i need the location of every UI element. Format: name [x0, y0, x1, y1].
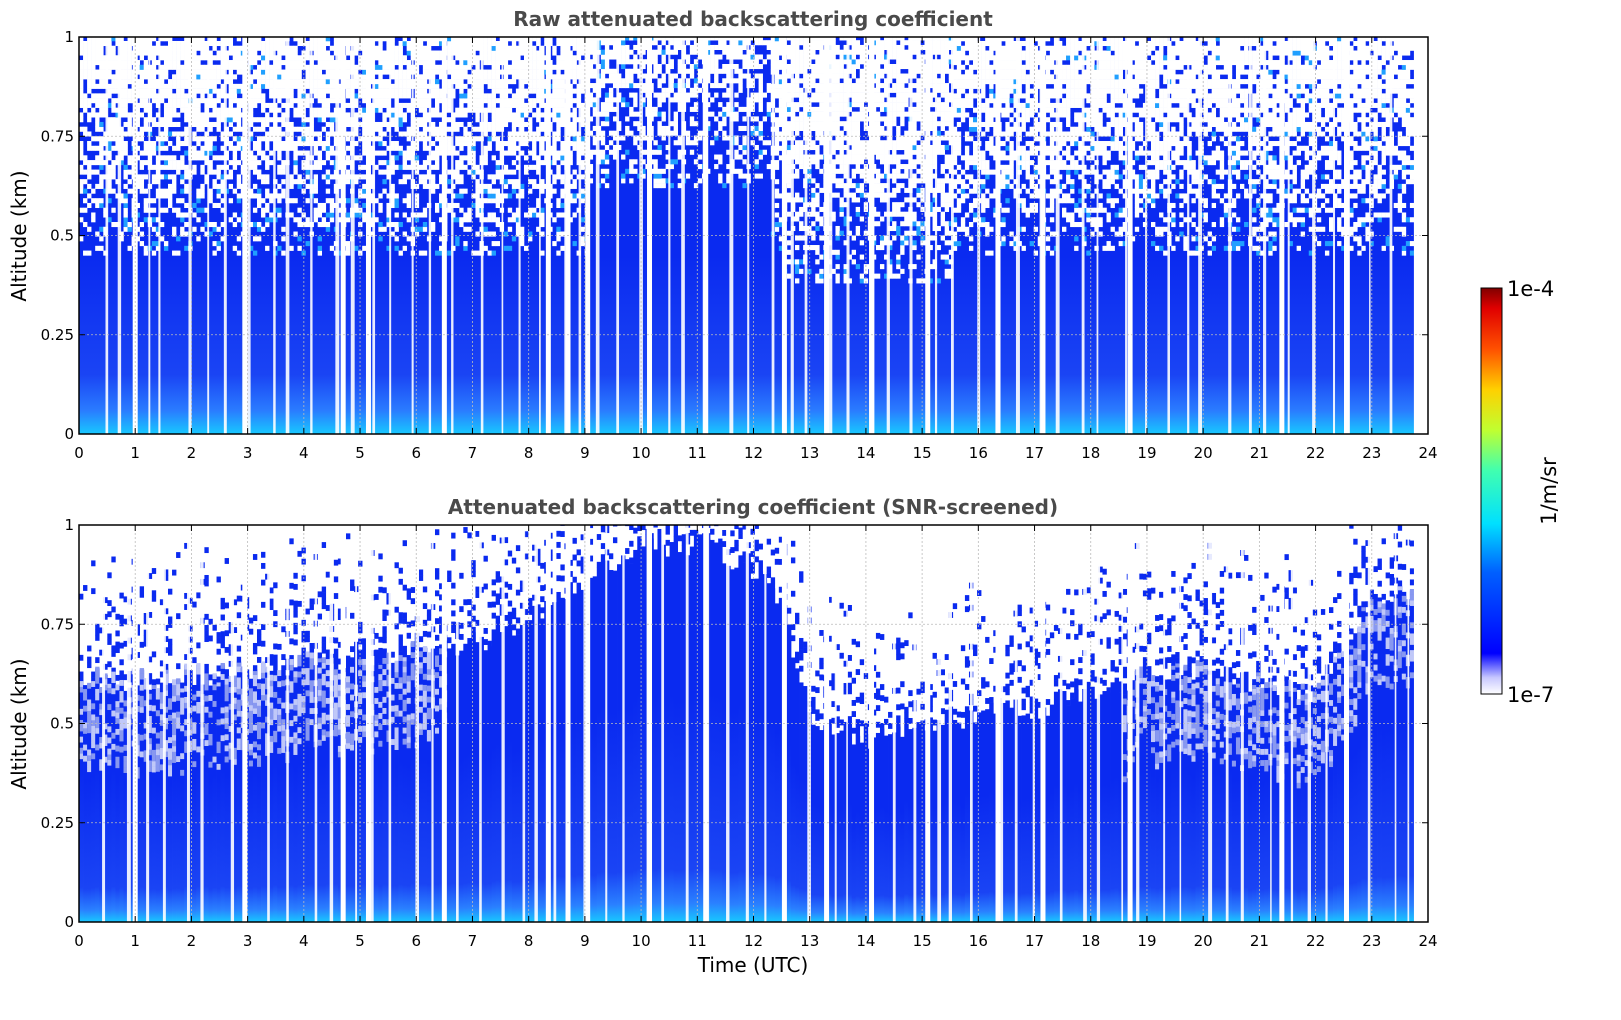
raw-x-tick-label: 18	[1081, 444, 1100, 462]
screened-y-tick-label: 0.5	[50, 715, 74, 733]
screened-x-tick-label: 1	[130, 932, 140, 950]
raw-x-axis: 0 1 2 3 4 5 6 7 8 9 10 11 12 13 14 15 16 17 18 19 20 21 22 23 24	[74, 37, 1438, 462]
raw-panel-title: Raw attenuated backscattering coefficien…	[513, 7, 993, 31]
screened-x-tick-label: 11	[688, 932, 707, 950]
raw-x-tick-label: 11	[688, 444, 707, 462]
raw-x-tick-label: 7	[468, 444, 478, 462]
screened-x-tick-label: 3	[243, 932, 253, 950]
raw-data-gap	[1040, 37, 1046, 434]
screened-x-tick-label: 21	[1250, 932, 1269, 950]
raw-x-tick-label: 1	[130, 444, 140, 462]
colorbar-max-label: 1e-4	[1507, 277, 1554, 301]
raw-x-tick-label: 19	[1137, 444, 1156, 462]
raw-y-axis: 0 0.25 0.5 0.75 1	[41, 28, 1428, 443]
raw-data-gap	[703, 37, 709, 434]
raw-x-tick-label: 5	[355, 444, 365, 462]
raw-x-tick-label: 8	[524, 444, 534, 462]
raw-x-tick-label: 0	[74, 444, 84, 462]
screened-x-tick-label: 13	[800, 932, 819, 950]
raw-y-axis-label: Altitude (km)	[7, 170, 31, 301]
raw-x-tick-label: 3	[243, 444, 253, 462]
screened-x-tick-label: 22	[1306, 932, 1325, 950]
screened-data-gap	[1127, 525, 1133, 922]
raw-grid	[79, 37, 1428, 434]
colorbar-unit-label: 1/m/sr	[1537, 457, 1561, 525]
raw-y-tick-label: 0.5	[50, 227, 74, 245]
screened-data-gap	[824, 525, 830, 922]
x-axis-label: Time (UTC)	[697, 953, 809, 977]
raw-x-tick-label: 12	[744, 444, 763, 462]
screened-x-tick-label: 12	[744, 932, 763, 950]
screened-y-axis-label: Altitude (km)	[7, 658, 31, 789]
screened-y-tick-label: 0.75	[41, 615, 74, 633]
screened-x-tick-label: 15	[913, 932, 932, 950]
screened-x-tick-label: 10	[632, 932, 651, 950]
screened-panel-title: Attenuated backscattering coefficient (S…	[448, 495, 1058, 519]
raw-x-tick-label: 13	[800, 444, 819, 462]
screened-x-tick-label: 6	[411, 932, 421, 950]
screened-backscatter-panel: Attenuated backscattering coefficient (S…	[7, 495, 1438, 977]
screened-x-tick-label: 5	[355, 932, 365, 950]
screened-x-tick-label: 20	[1194, 932, 1213, 950]
screened-grid	[79, 525, 1428, 922]
screened-data-gap	[1279, 525, 1285, 922]
raw-backscatter-panel: Raw attenuated backscattering coefficien…	[7, 7, 1438, 462]
screened-x-axis: 0 1 2 3 4 5 6 7 8 9 10 11 12 13 14 15 16 17 18 19 20 21 22 23 24	[74, 525, 1438, 950]
screened-x-tick-label: 14	[856, 932, 875, 950]
raw-x-tick-label: 20	[1194, 444, 1213, 462]
screened-x-tick-label: 23	[1362, 932, 1381, 950]
raw-x-tick-label: 17	[1025, 444, 1044, 462]
screened-x-tick-label: 7	[468, 932, 478, 950]
raw-data-gap	[1127, 37, 1133, 434]
screened-y-tick-label: 1	[64, 516, 74, 534]
screened-y-axis: 0 0.25 0.5 0.75 1	[41, 516, 1428, 931]
raw-x-tick-label: 2	[187, 444, 197, 462]
raw-y-tick-label: 0.25	[41, 326, 74, 344]
raw-data-gap	[647, 37, 653, 434]
screened-x-tick-label: 9	[580, 932, 590, 950]
screened-x-tick-label: 19	[1137, 932, 1156, 950]
screened-x-tick-label: 4	[299, 932, 309, 950]
screened-x-tick-label: 2	[187, 932, 197, 950]
screened-x-tick-label: 0	[74, 932, 84, 950]
raw-data-gap	[1279, 37, 1285, 434]
screened-x-tick-label: 24	[1418, 932, 1437, 950]
screened-x-tick-label: 17	[1025, 932, 1044, 950]
raw-x-tick-label: 16	[969, 444, 988, 462]
raw-x-tick-label: 21	[1250, 444, 1269, 462]
screened-x-tick-label: 16	[969, 932, 988, 950]
raw-x-tick-label: 6	[411, 444, 421, 462]
raw-y-tick-label: 1	[64, 28, 74, 46]
raw-x-tick-label: 10	[632, 444, 651, 462]
colorbar: 1e-4 1e-7 1/m/sr	[1480, 277, 1561, 707]
raw-x-tick-label: 4	[299, 444, 309, 462]
raw-x-tick-label: 24	[1418, 444, 1437, 462]
screened-data-gap	[995, 525, 1001, 922]
raw-x-tick-label: 14	[856, 444, 875, 462]
screened-data-gap	[1040, 525, 1046, 922]
screened-y-tick-label: 0	[64, 913, 74, 931]
raw-y-tick-label: 0.75	[41, 127, 74, 145]
raw-y-tick-label: 0	[64, 425, 74, 443]
screened-x-tick-label: 18	[1081, 932, 1100, 950]
raw-x-tick-label: 9	[580, 444, 590, 462]
colorbar-min-label: 1e-7	[1507, 683, 1554, 707]
raw-x-tick-label: 22	[1306, 444, 1325, 462]
raw-data-gap	[824, 37, 830, 434]
screened-y-tick-label: 0.25	[41, 814, 74, 832]
screened-x-tick-label: 8	[524, 932, 534, 950]
colorbar-gradient	[1480, 287, 1503, 695]
raw-x-tick-label: 23	[1362, 444, 1381, 462]
raw-x-tick-label: 15	[913, 444, 932, 462]
